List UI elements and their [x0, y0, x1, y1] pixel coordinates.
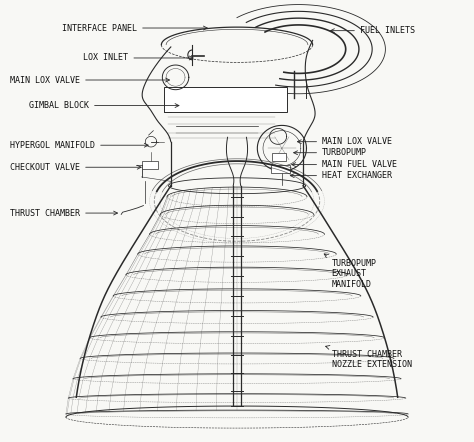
- Bar: [272, 153, 286, 161]
- Text: LOX INLET: LOX INLET: [83, 53, 193, 62]
- Text: HEAT EXCHANGER: HEAT EXCHANGER: [291, 171, 392, 180]
- Text: TURBOPUMP
EXHAUST
MANIFOLD: TURBOPUMP EXHAUST MANIFOLD: [324, 254, 376, 289]
- Text: FUEL INLETS: FUEL INLETS: [330, 26, 415, 35]
- Text: MAIN LOX VALVE: MAIN LOX VALVE: [10, 76, 170, 84]
- Text: MAIN FUEL VALVE: MAIN FUEL VALVE: [292, 160, 397, 169]
- Text: INTERFACE PANEL: INTERFACE PANEL: [62, 23, 207, 33]
- Text: GIMBAL BLOCK: GIMBAL BLOCK: [29, 101, 179, 110]
- Text: THRUST CHAMBER: THRUST CHAMBER: [10, 209, 118, 217]
- Text: TURBOPUMP: TURBOPUMP: [293, 148, 367, 157]
- Text: THRUST CHAMBER
NOZZLE EXTENSION: THRUST CHAMBER NOZZLE EXTENSION: [326, 346, 411, 370]
- Bar: [271, 164, 290, 172]
- Bar: [142, 161, 158, 169]
- Text: CHECKOUT VALVE: CHECKOUT VALVE: [10, 163, 141, 172]
- Text: MAIN LOX VALVE: MAIN LOX VALVE: [297, 137, 392, 146]
- Text: HYPERGOL MANIFOLD: HYPERGOL MANIFOLD: [10, 141, 148, 150]
- FancyBboxPatch shape: [164, 88, 287, 112]
